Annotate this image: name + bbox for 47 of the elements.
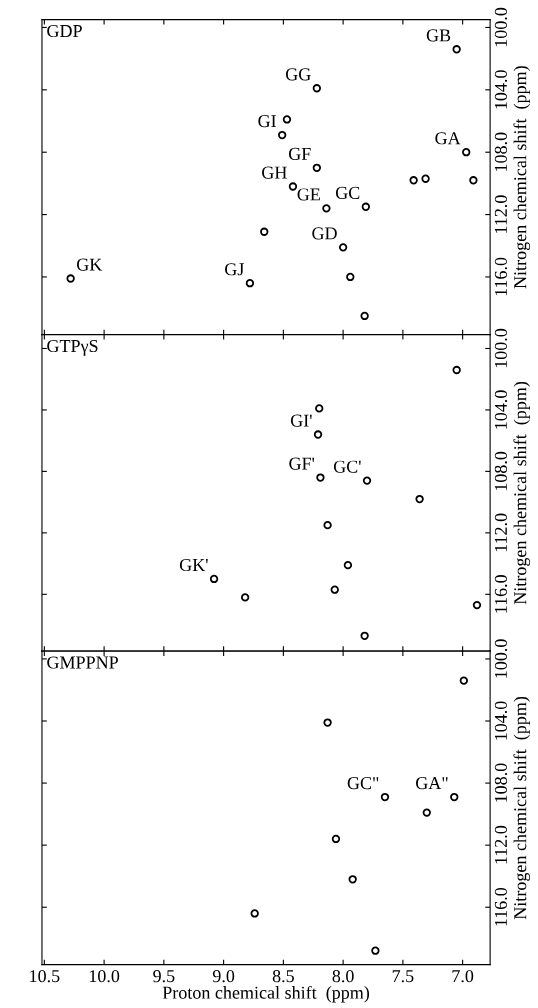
chart-title: GMPPNP [47,656,118,669]
x-tick-label: 10.5 [30,970,60,983]
y-tick-label: 108.0 [494,451,508,491]
y-tick-label: 108.0 [494,132,508,171]
y-tick-label: 116.0 [494,257,508,296]
y-tick-label: 100.0 [494,639,508,678]
y-tick-label: 104.0 [494,701,508,740]
x-axis-title: Proton chemical shift (ppm) [162,985,370,1003]
annotation: GD [312,227,337,240]
annotation: GJ [225,263,244,276]
x-tick-label: 8.5 [272,970,294,983]
y-axis-title: Nitrogen chemical shift (ppm) [513,381,531,605]
x-tick-label: 9.5 [153,970,175,983]
annotation: GC' [333,460,361,473]
y-tick-label: 100.0 [494,328,508,368]
annotation: GA [435,132,461,145]
annotation: GI [258,115,276,128]
annotation: GK' [179,558,208,572]
y-tick-label: 112.0 [494,195,508,233]
annotation: GE [297,188,320,201]
annotation: GI' [290,414,312,427]
chart-title: GDP [47,24,82,38]
y-tick-label: 116.0 [494,887,508,926]
annotation: GF [288,147,311,160]
annotation: GG [285,68,311,81]
y-axis-title: Nitrogen chemical shift (ppm) [513,696,531,920]
x-tick-label: 7.5 [392,970,414,983]
y-axis-title: Nitrogen chemical shift (ppm) [513,66,531,289]
x-tick-label: 8.0 [332,970,354,983]
x-tick-label: 7.0 [452,970,474,983]
y-tick-label: 104.0 [494,390,508,429]
annotation: GC" [347,777,379,790]
annotation: GK [76,258,103,271]
y-tick-label: 108.0 [494,763,508,802]
chart-title: GTPγS [47,339,98,356]
annotation: GC [335,186,360,199]
y-tick-label: 100.0 [494,7,508,47]
annotation: GF' [289,457,315,470]
x-tick-label: 10.0 [89,970,120,983]
annotation: GB [426,29,451,42]
y-tick-label: 116.0 [494,575,508,613]
x-tick-label: 9.0 [212,970,235,983]
annotation: GA" [416,777,448,790]
y-tick-label: 112.0 [494,513,508,552]
y-tick-label: 112.0 [494,825,508,864]
y-tick-label: 104.0 [494,70,508,109]
annotation: GH [262,166,287,179]
